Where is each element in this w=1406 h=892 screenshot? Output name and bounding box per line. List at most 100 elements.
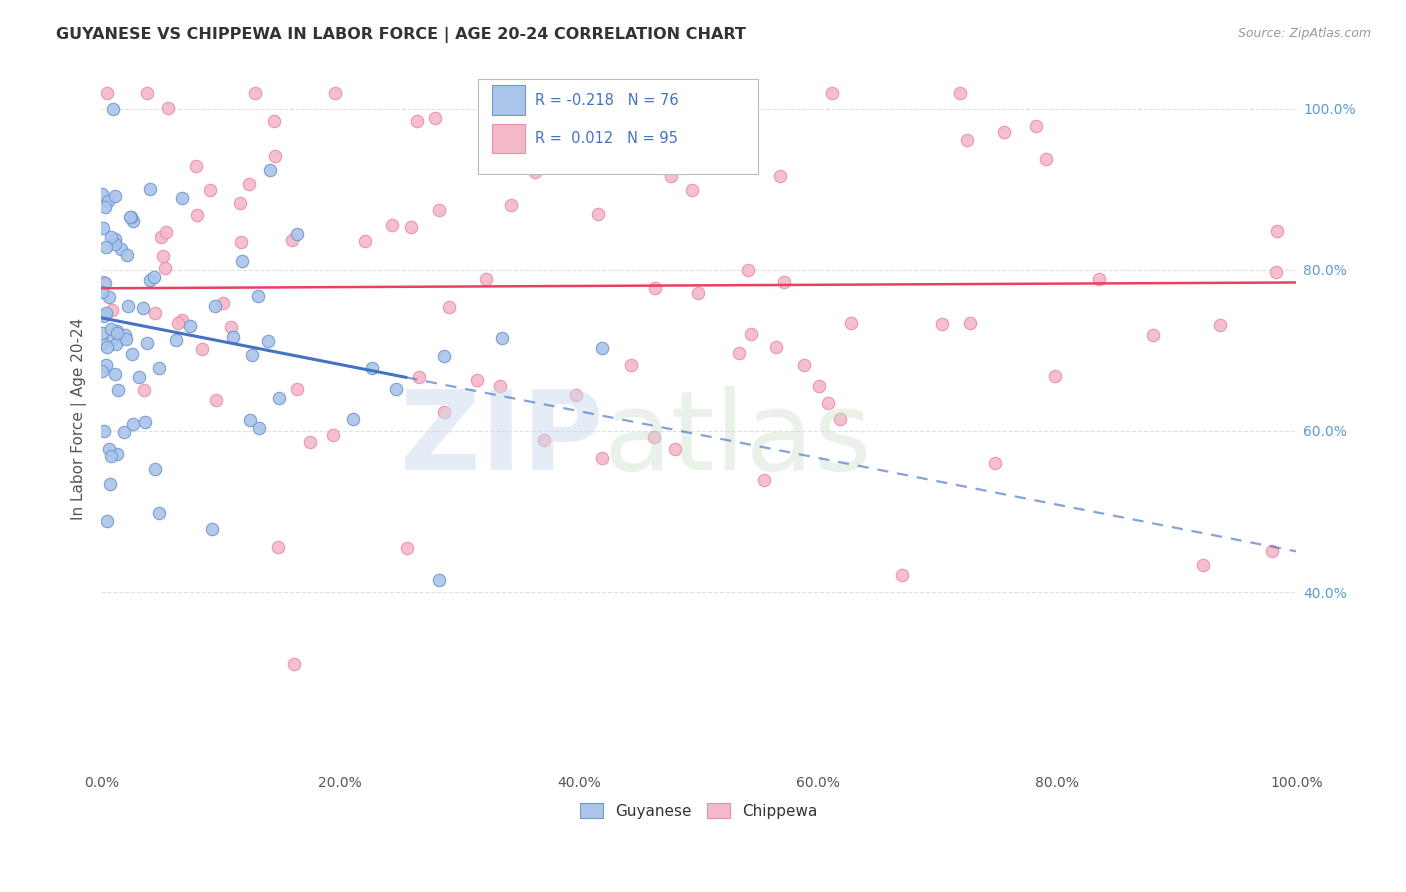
Point bbox=[114, 328, 136, 343]
Point bbox=[247, 421, 270, 435]
Point bbox=[201, 522, 224, 536]
Point bbox=[263, 114, 285, 128]
Point bbox=[135, 336, 157, 351]
Point bbox=[139, 182, 162, 196]
Point bbox=[132, 384, 155, 398]
Point bbox=[115, 332, 138, 346]
Point bbox=[264, 149, 287, 163]
Point bbox=[179, 318, 201, 333]
Point bbox=[737, 263, 759, 277]
Point bbox=[105, 324, 128, 338]
Point bbox=[354, 234, 377, 248]
Point bbox=[551, 122, 574, 136]
Point bbox=[298, 435, 321, 450]
Point bbox=[120, 210, 142, 224]
Point bbox=[103, 367, 125, 381]
Point bbox=[821, 86, 844, 100]
Point bbox=[949, 86, 972, 100]
Point bbox=[285, 227, 308, 241]
Point bbox=[100, 303, 122, 318]
Point bbox=[644, 281, 666, 295]
Point bbox=[620, 358, 643, 372]
Point bbox=[491, 145, 513, 159]
Point bbox=[205, 392, 228, 407]
Point bbox=[91, 326, 114, 340]
Point bbox=[259, 162, 281, 177]
Point bbox=[1265, 224, 1288, 238]
Point bbox=[239, 413, 262, 427]
Point bbox=[285, 382, 308, 396]
Point bbox=[499, 198, 522, 212]
Point bbox=[142, 270, 165, 285]
Point bbox=[121, 347, 143, 361]
Point bbox=[475, 272, 498, 286]
Point bbox=[122, 417, 145, 431]
Point bbox=[433, 349, 456, 363]
Point bbox=[505, 91, 527, 105]
Point bbox=[101, 102, 124, 116]
Point bbox=[100, 449, 122, 463]
Point bbox=[828, 411, 851, 425]
Point bbox=[769, 169, 792, 184]
Point bbox=[100, 477, 122, 491]
Point bbox=[765, 340, 787, 354]
Point bbox=[267, 540, 290, 554]
Point bbox=[120, 211, 142, 225]
Point bbox=[381, 218, 404, 232]
Point bbox=[149, 230, 172, 244]
Point bbox=[93, 424, 115, 438]
Text: GUYANESE VS CHIPPEWA IN LABOR FORCE | AGE 20-24 CORRELATION CHART: GUYANESE VS CHIPPEWA IN LABOR FORCE | AG… bbox=[56, 27, 747, 43]
Point bbox=[96, 514, 118, 528]
Point bbox=[384, 382, 406, 396]
Point bbox=[134, 415, 156, 429]
Point bbox=[94, 240, 117, 254]
Point bbox=[740, 326, 762, 341]
Point bbox=[96, 358, 118, 372]
Point bbox=[752, 473, 775, 487]
Point bbox=[793, 358, 815, 372]
Point bbox=[1261, 544, 1284, 558]
Point bbox=[1025, 119, 1047, 133]
Point bbox=[93, 276, 115, 290]
Point bbox=[93, 309, 115, 323]
Point bbox=[283, 657, 305, 672]
Point bbox=[565, 388, 588, 402]
Point bbox=[170, 191, 193, 205]
Point bbox=[437, 301, 460, 315]
Point bbox=[107, 383, 129, 397]
Point bbox=[103, 332, 125, 346]
Point bbox=[659, 169, 682, 183]
Point bbox=[591, 450, 613, 465]
FancyBboxPatch shape bbox=[492, 86, 526, 115]
Point bbox=[98, 290, 121, 304]
Point bbox=[808, 379, 831, 393]
Point bbox=[136, 86, 159, 100]
Point bbox=[96, 340, 118, 354]
Point bbox=[238, 178, 260, 192]
Point bbox=[148, 361, 170, 376]
Point bbox=[105, 326, 128, 340]
Point bbox=[128, 370, 150, 384]
Point bbox=[1087, 272, 1109, 286]
Point bbox=[204, 299, 226, 313]
Point bbox=[1035, 152, 1057, 166]
Point bbox=[139, 273, 162, 287]
Point bbox=[100, 322, 122, 336]
Point bbox=[105, 447, 128, 461]
Point bbox=[433, 405, 456, 419]
Point bbox=[122, 214, 145, 228]
Point bbox=[231, 253, 253, 268]
Point bbox=[643, 430, 665, 444]
Point bbox=[91, 187, 114, 202]
Point bbox=[728, 346, 751, 360]
Point bbox=[427, 574, 450, 588]
Point bbox=[152, 249, 174, 263]
Point bbox=[959, 316, 981, 330]
Point bbox=[104, 189, 127, 203]
Legend: Guyanese, Chippewa: Guyanese, Chippewa bbox=[574, 797, 824, 825]
FancyBboxPatch shape bbox=[478, 79, 758, 174]
Point bbox=[165, 333, 187, 347]
Point bbox=[96, 86, 118, 100]
Point bbox=[91, 220, 114, 235]
Text: R = -0.218   N = 76: R = -0.218 N = 76 bbox=[534, 93, 679, 108]
